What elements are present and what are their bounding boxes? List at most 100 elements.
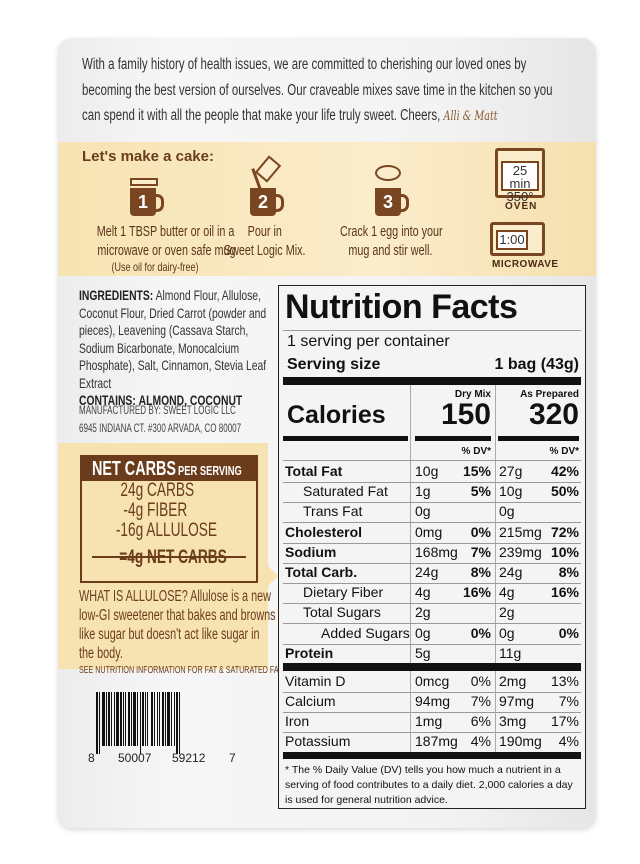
- dry-mix-amount: 0g: [415, 503, 431, 520]
- dry-mix-dv: 16%: [462, 584, 491, 601]
- barcode-digit: 7: [229, 751, 236, 765]
- microwave-time: 1:00: [496, 230, 528, 250]
- step-line: Sweet Logic Mix.: [224, 242, 306, 259]
- nutrient-name: Trans Fat: [303, 503, 363, 520]
- step-number: 2: [257, 192, 268, 212]
- as-prepared-amount: 0g: [499, 503, 515, 520]
- dv-header: % DV*: [461, 446, 491, 457]
- nutrient-name: Dietary Fiber: [303, 584, 384, 601]
- row-divider: [283, 502, 581, 504]
- vitamin-name: Calcium: [285, 693, 336, 709]
- barcode-bar: [147, 692, 148, 746]
- intro-line: can spend it with all the people that ma…: [82, 107, 441, 124]
- row-divider: [283, 643, 581, 645]
- vitamin-name: Potassium: [285, 733, 351, 749]
- as-prepared-dv: 42%: [550, 463, 579, 479]
- dry-mix-dv: 0%: [470, 624, 491, 641]
- net-carbs-divider: [92, 556, 246, 558]
- dry-mix-amount: 0mg: [415, 523, 443, 540]
- step-line: Pour in: [247, 223, 283, 240]
- nutrient-name: Added Sugars: [321, 624, 410, 641]
- step-1-text: Melt 1 TBSP butter or oil in a microwave…: [70, 222, 240, 275]
- net-carbs-total-label: NET CARBS: [147, 547, 227, 568]
- row-divider: [283, 712, 581, 713]
- vitamin-name: Iron: [285, 713, 310, 729]
- as-prepared-dv: 8%: [558, 564, 579, 580]
- as-prepared-amount: 2g: [499, 604, 515, 621]
- directions-title: Let's make a cake:: [82, 148, 214, 165]
- barcode-bar: [125, 692, 126, 746]
- signature: Alli & Matt: [443, 109, 498, 124]
- dv-header: % DV*: [549, 446, 579, 457]
- barcode-bar: [131, 692, 132, 746]
- servings-per-container: 1 serving per container: [287, 333, 450, 350]
- barcode-bar: [174, 692, 175, 746]
- manufacturer: MANUFACTURED BY: SWEET LOGIC LLC 6945 IN…: [79, 402, 311, 438]
- row-divider: [283, 460, 581, 461]
- nutrient-name: Total Fat: [285, 463, 343, 479]
- microwave-label: MICROWAVE: [492, 259, 559, 270]
- barcode-bar: [137, 692, 138, 746]
- as-prepared-dv: 13%: [550, 673, 579, 689]
- nutrient-name: Total Carb.: [285, 564, 358, 580]
- allulose-note: WHAT IS ALLULOSE? Allulose is a new low-…: [79, 587, 434, 677]
- row-divider: [283, 522, 581, 524]
- nutrient-name: Cholesterol: [285, 523, 363, 540]
- dry-mix-dv: 7%: [470, 693, 491, 709]
- as-prepared-dv: 7%: [558, 693, 579, 709]
- barcode-bar: [116, 692, 119, 746]
- barcode-bar: [133, 692, 136, 746]
- step-note: (Use oil for dairy-free): [111, 260, 199, 274]
- as-prepared-amount: 239mg: [499, 543, 542, 560]
- dry-mix-amount: 10g: [415, 463, 439, 479]
- ingredients-label: INGREDIENTS:: [79, 287, 154, 303]
- allulose-line: the body.: [79, 645, 123, 662]
- dry-mix-amount: 94mg: [415, 693, 451, 709]
- barcode-bar: [171, 692, 172, 746]
- row-divider: [283, 623, 581, 625]
- barcode-bar: [167, 692, 170, 746]
- row-divider: [283, 732, 581, 733]
- as-prepared-amount: 10g: [499, 483, 523, 500]
- nutrient-name: Sodium: [285, 543, 337, 560]
- barcode-digit: 8: [88, 751, 95, 765]
- intro-text: With a family history of health issues, …: [82, 52, 640, 130]
- fiber-label: FIBER: [147, 500, 188, 521]
- as-prepared-dv: 50%: [550, 483, 579, 500]
- as-prepared-header: As Prepared: [520, 389, 579, 400]
- dry-mix-amount: 187mg: [415, 733, 458, 749]
- as-prepared-dv: 4%: [558, 733, 579, 749]
- nutrition-title: Nutrition Facts: [285, 288, 518, 326]
- oven-icon: 25 min 350°: [495, 148, 545, 203]
- barcode-bar: [159, 692, 160, 746]
- barcode-bar: [157, 692, 158, 746]
- row-divider: [283, 692, 581, 693]
- as-prepared-dv: 10%: [550, 543, 579, 560]
- dv-footnote: * The % Daily Value (DV) tells you how m…: [285, 764, 573, 806]
- barcode-bar: [145, 692, 146, 746]
- net-carbs-rows: 24g CARBS -4g FIBER -16g ALLULOSE =4g NE…: [100, 481, 250, 568]
- fine-print: SEE NUTRITION INFORMATION FOR FAT & SATU…: [79, 664, 321, 676]
- as-prepared-amount: 11g: [499, 644, 522, 661]
- row-divider: [283, 562, 581, 564]
- calories-as-prepared: 320: [528, 398, 579, 431]
- net-carbs-amount: =4g: [119, 547, 144, 568]
- manufacturer-address: 6945 INDIANA CT. #300 ARVADA, CO 80007: [79, 423, 242, 435]
- as-prepared-amount: 4g: [499, 584, 515, 601]
- allulose-line: WHAT IS ALLULOSE? Allulose is a new: [79, 588, 271, 605]
- nutrient-name: Saturated Fat: [303, 483, 388, 500]
- as-prepared-amount: 3mg: [499, 713, 527, 729]
- barcode-bar: [120, 692, 122, 746]
- barcode-bar: [123, 692, 124, 746]
- dry-mix-amount: 1g: [415, 483, 431, 500]
- dry-mix-dv: 5%: [470, 483, 491, 500]
- row-divider: [283, 542, 581, 544]
- calories-label: Calories: [287, 401, 386, 429]
- as-prepared-dv: 17%: [550, 713, 579, 729]
- row-divider: [283, 583, 581, 584]
- dry-mix-amount: 1mg: [415, 713, 443, 729]
- contains-text: ALMOND, COCONUT: [138, 392, 243, 408]
- net-carbs-header: NET CARBS PER SERVING: [82, 457, 256, 481]
- barcode-bar: [102, 692, 105, 746]
- allulose-amount: -16g: [115, 520, 144, 541]
